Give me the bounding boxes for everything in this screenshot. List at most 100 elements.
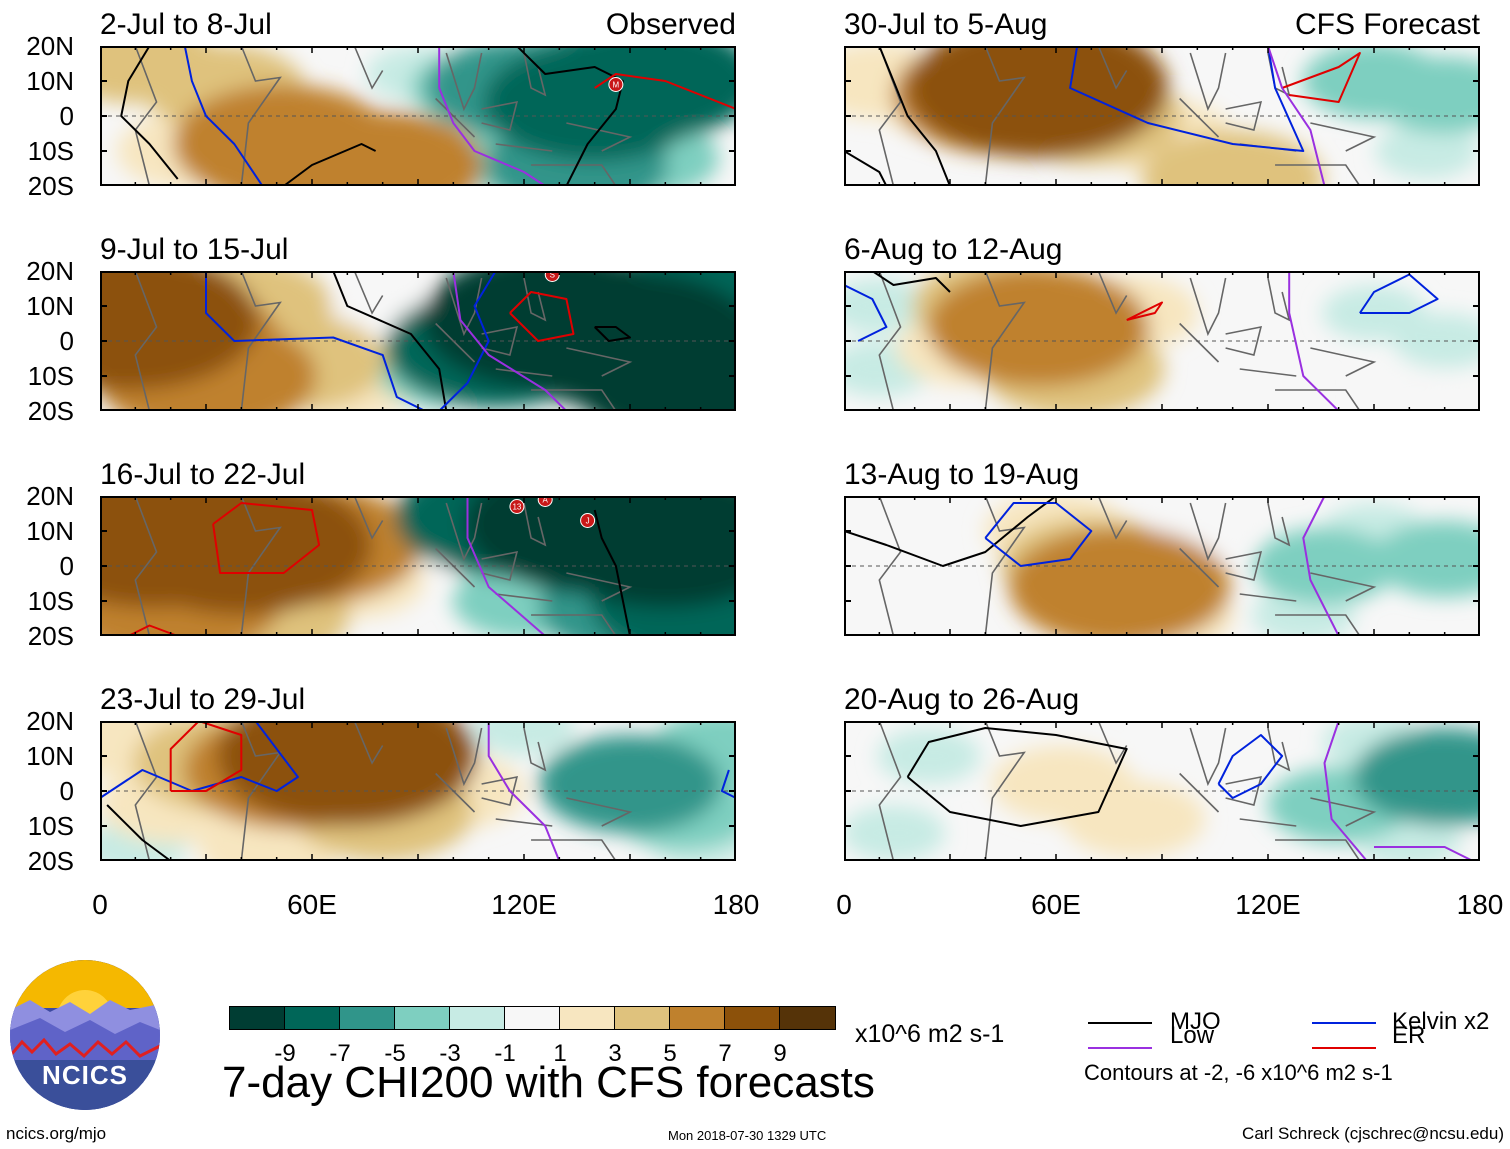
storm-label: 13 <box>512 503 521 512</box>
anomaly-blob <box>537 46 736 141</box>
anomaly-blob <box>844 805 946 861</box>
colorbar <box>229 1006 836 1030</box>
storm-label: A <box>543 496 549 505</box>
contour-low <box>438 46 546 186</box>
map-plot <box>100 721 736 861</box>
storm-marker: M <box>608 77 624 92</box>
map-plot: 13 A J <box>100 496 736 636</box>
contour-kelvin <box>1069 46 1305 152</box>
panel-tag: Observed <box>605 8 736 41</box>
panel-title: 23-Jul to 29-Jul <box>100 683 306 716</box>
storm-label: S <box>550 271 555 280</box>
y-tick-label: 0 <box>59 776 74 806</box>
colorbar-label: 3 <box>608 1040 622 1067</box>
colorbar-swatch <box>395 1007 450 1029</box>
legend-kelvin-line <box>1312 1022 1376 1024</box>
panel-title: 2-Jul to 8-Jul <box>100 8 272 41</box>
colorbar-swatch <box>285 1007 340 1029</box>
contour-low <box>452 271 568 411</box>
y-tick-label: 20S <box>27 396 74 426</box>
colorbar-label: -9 <box>274 1040 296 1067</box>
contour-mjo <box>106 804 172 861</box>
legend-mjo-label: MJO <box>1170 1008 1221 1035</box>
colorbar-swatch <box>450 1007 505 1029</box>
storm-marker: J <box>580 513 596 528</box>
contour-low <box>1323 721 1368 861</box>
contour-mjo <box>906 727 1128 827</box>
y-tick-label: 0 <box>59 551 74 581</box>
anomaly-blob <box>472 721 576 756</box>
x-tick-label: 60E <box>1031 889 1081 920</box>
y-tick-label: 20N <box>26 256 74 286</box>
map-plot <box>844 721 1480 861</box>
map-plot <box>844 46 1480 186</box>
map-panel-p3: 13 A J <box>100 496 736 636</box>
y-tick-label: 20N <box>26 31 74 61</box>
map-panel-p6 <box>844 271 1480 411</box>
colorbar-label: -7 <box>329 1040 351 1067</box>
contour-low <box>1302 496 1340 636</box>
panel-title: 16-Jul to 22-Jul <box>100 458 306 491</box>
map-plot: S <box>100 271 736 411</box>
anomaly-blob <box>927 271 1149 387</box>
colorbar-swatch <box>560 1007 615 1029</box>
x-tick-label: 180 <box>1456 889 1504 920</box>
anomaly-blob <box>1141 130 1324 186</box>
anomaly-blob <box>100 271 259 390</box>
colorbar-swatch <box>340 1007 395 1029</box>
panel-title: 13-Aug to 19-Aug <box>844 458 1080 491</box>
y-tick-label: 20S <box>27 621 74 651</box>
colorbar-swatch <box>725 1007 780 1029</box>
logo-text: NCICS <box>42 1060 128 1090</box>
x-tick-label: 0 <box>92 889 108 920</box>
contour-kelvin <box>438 271 497 411</box>
colorbar-label: -5 <box>384 1040 406 1067</box>
contour-er <box>169 721 243 792</box>
y-tick-label: 0 <box>59 326 74 356</box>
contour-kelvin <box>183 46 264 186</box>
contour-mjo <box>878 46 951 186</box>
panel-title: 30-Jul to 5-Aug <box>844 8 1048 41</box>
storm-label: J <box>586 517 590 526</box>
colorbar-swatch <box>615 1007 670 1029</box>
contour-mjo <box>516 46 624 186</box>
contour-kelvin <box>720 769 736 799</box>
y-tick-label: 0 <box>59 101 74 131</box>
footer-url: ncics.org/mjo <box>6 1124 107 1143</box>
contour-low <box>466 496 546 636</box>
anomaly-blob <box>173 84 395 186</box>
y-tick-label: 10S <box>27 811 74 841</box>
legend-kelvin-label: Kelvin x2 <box>1392 1008 1490 1035</box>
map-panel-p1: M <box>100 46 736 186</box>
y-tick-label: 20S <box>27 171 74 201</box>
coastline <box>878 496 1377 636</box>
y-tick-label: 10S <box>27 361 74 391</box>
anomaly-blob <box>570 306 736 411</box>
anomaly-blob <box>1373 56 1480 134</box>
colorbar-swatch <box>670 1007 725 1029</box>
colorbar-label: 5 <box>663 1040 677 1067</box>
y-tick-label: 10S <box>27 136 74 166</box>
colorbar-swatch <box>780 1007 835 1029</box>
contour-kelvin <box>100 721 299 799</box>
contour-mjo <box>871 271 951 293</box>
contour-mjo <box>593 326 631 342</box>
legend-er-line <box>1312 1047 1376 1049</box>
contour-mjo <box>120 46 179 180</box>
contour-note: Contours at -2, -6 x10^6 m2 s-1 <box>1084 1060 1393 1085</box>
footer-author: Carl Schreck (cjschrec@ncsu.edu) <box>1242 1124 1504 1143</box>
contour-er <box>509 291 575 342</box>
contour-low <box>487 721 561 861</box>
contour-kelvin <box>1359 273 1439 314</box>
panel-title: 6-Aug to 12-Aug <box>844 233 1063 266</box>
anomaly-blob <box>1009 527 1231 636</box>
colorbar-swatch <box>230 1007 285 1029</box>
coastline <box>134 46 633 186</box>
contour-er <box>1281 52 1361 103</box>
y-tick-label: 20S <box>27 846 74 876</box>
legend-er-label: ER <box>1392 1022 1426 1049</box>
contour-er <box>594 73 736 110</box>
anomaly-blob <box>1373 520 1480 598</box>
anomaly-blob <box>1145 721 1250 770</box>
contour-kelvin <box>1217 734 1284 799</box>
